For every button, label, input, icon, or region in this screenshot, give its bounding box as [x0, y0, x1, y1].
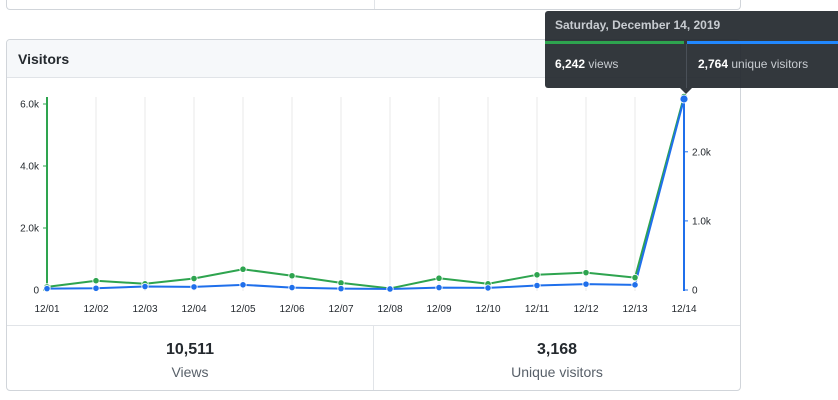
- card-divider: [374, 0, 375, 9]
- highlighted-data-point: [679, 94, 689, 104]
- unique-visitors-data-point: [239, 281, 247, 289]
- views-data-point: [92, 277, 100, 285]
- unique-visitors-data-point: [92, 284, 100, 292]
- stat-views: 10,511 Views: [7, 326, 373, 390]
- x-axis-tick-label: 12/01: [34, 304, 59, 315]
- unique-visitors-series-line: [46, 98, 685, 290]
- visitors-chart[interactable]: 0 2.0k 4.0k 6.0k 0 1.0k 2.0k 12/01 12/02 12/03 12/…: [6, 39, 741, 391]
- x-axis-tick-label: 12/06: [279, 304, 304, 315]
- x-axis-tick-label: 12/12: [573, 304, 598, 315]
- unique-visitors-data-point: [631, 281, 639, 289]
- tooltip-date: Saturday, December 14, 2019: [555, 18, 721, 32]
- views-series-line: [46, 96, 685, 290]
- unique-visitors-data-point: [43, 285, 51, 293]
- unique-visitors-data-point: [435, 283, 443, 292]
- views-data-point: [533, 271, 541, 279]
- tooltip-unique: 2,764 unique visitors: [698, 57, 808, 71]
- left-axis-tick-label: 6.0k: [20, 100, 40, 111]
- left-axis-tick-label: 4.0k: [20, 162, 40, 173]
- views-data-point: [288, 272, 296, 280]
- x-axis-tick-label: 12/11: [525, 304, 550, 315]
- tooltip-views-color-bar: [545, 41, 684, 44]
- card-title: Visitors: [18, 50, 70, 67]
- stats-row: 10,511 Views 3,168 Unique visitors: [7, 325, 740, 390]
- x-axis-tick-label: 12/08: [377, 304, 402, 315]
- tooltip-views-label: views: [588, 57, 619, 71]
- visitors-card: Visitors 0 2.0k 4.0k 6.0k 0 1.0k 2.0k 12/01 12/0…: [6, 39, 741, 391]
- views-data-point: [435, 274, 443, 282]
- x-axis-tick-label: 12/04: [181, 304, 206, 315]
- right-axis-tick-label: 1.0k: [692, 216, 712, 227]
- tooltip-unique-color-bar: [687, 41, 838, 44]
- unique-visitors-data-point: [141, 282, 149, 291]
- right-axis-tick-label: 0: [692, 286, 698, 297]
- stat-unique-visitors: 3,168 Unique visitors: [373, 326, 740, 390]
- unique-visitors-data-point: [386, 285, 394, 293]
- x-axis-tick-label: 12/14: [671, 304, 696, 315]
- views-data-point: [631, 273, 639, 282]
- left-axis-tick-label: 2.0k: [20, 224, 40, 235]
- tooltip-arrow: [680, 88, 692, 94]
- tooltip-separator: [686, 44, 687, 88]
- unique-visitors-data-point: [582, 280, 590, 288]
- x-axis-tick-label: 12/10: [475, 304, 500, 315]
- tooltip-views: 6,242 views: [555, 57, 618, 71]
- unique-visitors-data-point: [337, 285, 345, 293]
- tooltip-unique-value: 2,764: [698, 57, 729, 71]
- views-label: Views: [171, 364, 209, 380]
- x-axis-tick-label: 12/07: [328, 304, 353, 315]
- unique-visitors-data-point: [190, 283, 198, 291]
- views-data-point: [190, 274, 198, 283]
- unique-visitors-data-point: [288, 283, 296, 292]
- unique-visitors-total: 3,168: [536, 341, 578, 358]
- x-axis-tick-label: 12/13: [622, 304, 647, 315]
- unique-visitors-data-point: [533, 281, 541, 290]
- x-axis-tick-label: 12/05: [230, 304, 255, 315]
- right-axis-tick-label: 2.0k: [692, 147, 712, 158]
- previous-card-bottom: [6, 0, 741, 10]
- chart-tooltip: Saturday, December 14, 2019 6,242 views …: [545, 11, 838, 88]
- x-axis-tick-label: 12/03: [132, 304, 157, 315]
- x-axis-tick-label: 12/09: [426, 304, 451, 315]
- left-axis-tick-label: 0: [33, 286, 39, 297]
- x-axis-tick-label: 12/02: [83, 304, 108, 315]
- views-total: 10,511: [165, 341, 215, 358]
- tooltip-views-value: 6,242: [555, 57, 586, 71]
- unique-visitors-data-point: [484, 284, 492, 292]
- unique-visitors-label: Unique visitors: [511, 364, 603, 380]
- views-data-point: [239, 265, 247, 273]
- tooltip-unique-label: unique visitors: [731, 57, 809, 71]
- views-data-point: [582, 269, 590, 277]
